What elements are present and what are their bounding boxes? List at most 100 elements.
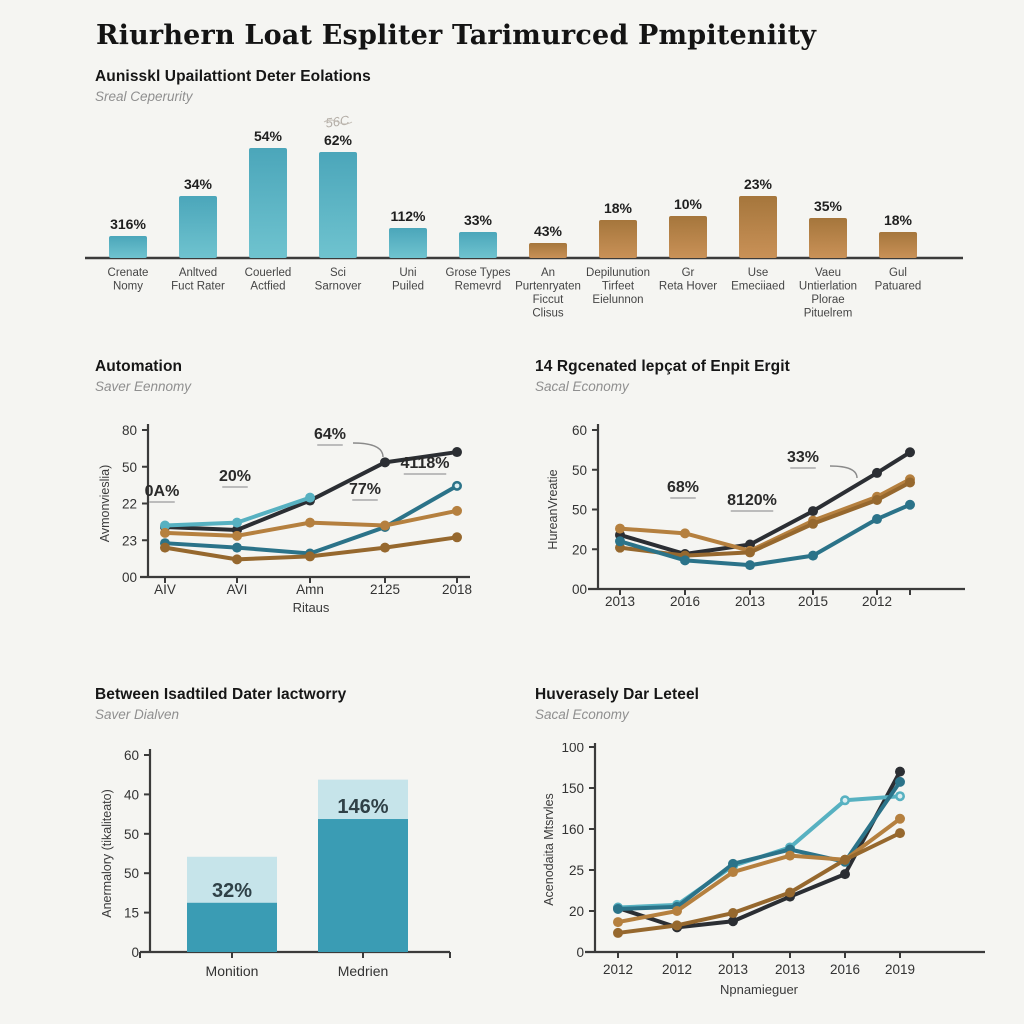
bar-value-label: 62% (324, 132, 353, 148)
stacked-bar-chart-canvas: 60 40 50 50 15 0 Anermalory (tikaliteato) 32% Mo… (100, 748, 451, 979)
bar (739, 196, 777, 258)
bar-value-label: 112% (390, 208, 426, 224)
y-tick-label: 22 (122, 497, 137, 512)
data-point (613, 927, 623, 938)
bar-category-label: An (541, 267, 555, 279)
data-point (615, 523, 625, 534)
y-tick-label: 50 (572, 503, 587, 518)
data-point (160, 542, 170, 553)
annotation-connector (352, 442, 384, 458)
x-tick-label: 2012 (862, 594, 892, 609)
chart-title: 14 Rgcenated lepçat of Enpit Ergit (535, 358, 790, 375)
x-tick-label: AVI (227, 582, 248, 597)
y-tick-label: 00 (122, 570, 137, 585)
data-point (613, 917, 623, 928)
data-point (380, 457, 390, 468)
data-point (895, 813, 905, 824)
y-tick-label: 50 (124, 827, 139, 842)
y-tick-label: 23 (122, 533, 137, 548)
annotation-label: 33% (787, 449, 819, 466)
data-point (872, 494, 882, 505)
chart-subtitle: Sacal Economy (535, 707, 629, 722)
chart-title: Aunisskl Upailattiont Deter Eolations (95, 68, 371, 85)
x-tick-label: 2012 (603, 962, 633, 977)
annotation-connector (829, 465, 858, 479)
chart-title: Automation (95, 358, 183, 375)
data-point (452, 447, 462, 458)
bar (389, 228, 427, 258)
data-point (728, 867, 738, 878)
data-point (895, 776, 905, 787)
bar-category-label: Sarnover (315, 281, 362, 293)
data-point (745, 560, 755, 571)
y-tick-label: 80 (122, 423, 137, 438)
bar-value-label: 316% (110, 216, 146, 232)
bar-category-label: Gr (682, 267, 695, 279)
y-tick-label: 25 (569, 863, 584, 878)
bar-value-label: 23% (744, 176, 773, 192)
line-series-brown-b (618, 480, 912, 558)
y-axis-label: HureanVreatie (546, 469, 560, 549)
y-tick-label: 15 (124, 906, 139, 921)
annotation-label: 4118% (401, 455, 450, 472)
data-point-center (842, 797, 848, 803)
line-chart-canvas: 100 150 160 25 20 0 Acenodaita Mtsrvles 2012 201… (542, 743, 985, 997)
data-point (840, 869, 850, 880)
data-point (728, 858, 738, 869)
data-point (305, 492, 315, 503)
data-point (613, 903, 623, 914)
bar-category-label: Actfied (250, 281, 285, 293)
data-point (232, 554, 242, 565)
bar-category-label: Fuct Rater (171, 281, 225, 293)
bar-category-label: Pituelrem (804, 308, 853, 320)
line-series-brown-a (618, 477, 912, 553)
data-point (615, 536, 625, 547)
bar (459, 232, 497, 258)
data-point (728, 908, 738, 919)
bar-value-label: 35% (814, 198, 843, 214)
bar-category-label: Clisus (532, 308, 564, 320)
annotation-label: 68% (667, 479, 699, 496)
y-axis-label: Acenodaita Mtsrvles (542, 793, 556, 906)
x-tick-label: Monition (206, 963, 259, 979)
data-point (785, 850, 795, 861)
stacked-bar-value-label: 32% (212, 880, 252, 902)
bar-category-label: Grose Types (446, 267, 511, 279)
bar (599, 220, 637, 258)
x-axis-label: Npnamieguer (720, 982, 799, 997)
data-point (808, 518, 818, 529)
chart-subtitle: Sreal Ceperurity (95, 89, 193, 104)
bar (109, 236, 147, 258)
data-point (452, 505, 462, 516)
bar (179, 196, 217, 258)
bar-category-label: Eielunnon (592, 294, 643, 306)
data-point (895, 766, 905, 777)
y-tick-label: 20 (569, 904, 584, 919)
chart-header-adoption: Aunisskl Upailattiont Deter Eolations Sr… (95, 68, 371, 104)
bar-category-label: Untierlation (799, 281, 857, 293)
chart-header-level: Huverasely Dar Leteel Sacal Economy (535, 686, 699, 722)
bar-value-label: 43% (534, 223, 563, 239)
bar-chart-canvas: 316% Crenate Nomy 34% Anltved Fuct Rater 54% Co… (85, 113, 963, 320)
bar-category-label: Tirfeet (602, 281, 635, 293)
bar-category-label: Gul (889, 267, 907, 279)
data-point (380, 520, 390, 531)
data-point (232, 542, 242, 553)
x-tick-label: 2013 (718, 962, 748, 977)
bar-value-label: 33% (464, 212, 493, 228)
y-tick-label: 160 (561, 822, 584, 837)
x-tick-label: 2013 (735, 594, 765, 609)
bar (809, 218, 847, 258)
data-point (672, 906, 682, 916)
annotation-label: 64% (314, 426, 346, 443)
x-tick-label: 2013 (605, 594, 635, 609)
data-point (672, 920, 682, 931)
bar-category-label: Ficcut (533, 294, 564, 306)
line-chart-canvas: 60 50 50 20 00 HureanVreatie 2013 2016 2013 2015 2… (546, 423, 965, 609)
bar-category-label: Anltved (179, 267, 217, 279)
bar-category-label: Remevrd (455, 281, 502, 293)
stacked-bar-dark-segment (318, 819, 408, 952)
chart-subtitle: Sacal Economy (535, 379, 629, 394)
x-tick-label: Medrien (338, 963, 389, 979)
annotation-label: 8120% (727, 492, 777, 509)
